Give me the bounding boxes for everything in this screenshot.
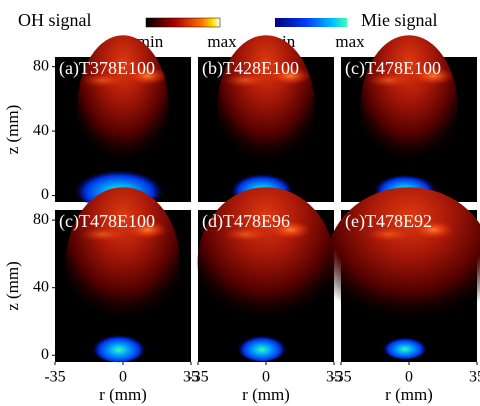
y-tick-label: 80 [33, 211, 49, 228]
y-tick-label: 40 [33, 122, 49, 139]
panel: (c)T478E100 [341, 35, 477, 204]
oh-cone [217, 35, 315, 181]
oh-hot [413, 66, 454, 85]
panel: (c)T478E100 [55, 187, 191, 363]
oh-hot [80, 73, 125, 88]
mie-spray [237, 332, 287, 362]
oh-hot [223, 227, 268, 242]
x-tick-label: -35 [44, 369, 65, 386]
panel-label: (b)T428E100 [202, 58, 299, 79]
y-tick-label: 80 [33, 57, 49, 74]
oh-hot [270, 66, 311, 85]
panel: (b)T428E100 [198, 35, 334, 206]
oh-hot [223, 73, 268, 88]
x-tick-label: 0 [262, 369, 270, 386]
oh-cone [65, 187, 181, 340]
y-axis-label: z (mm) [3, 105, 22, 155]
x-tick-label: 35 [326, 369, 342, 386]
panel-label: (e)T478E92 [345, 211, 432, 232]
oh-legend-label: OH signal [18, 10, 92, 30]
oh-hot [366, 227, 411, 242]
oh-hot [80, 227, 125, 242]
oh-hot [127, 220, 168, 239]
mie-legend-label: Mie signal [361, 10, 438, 30]
oh-cone [77, 35, 169, 181]
oh-cone [197, 187, 335, 340]
panel-label: (a)T378E100 [59, 58, 155, 79]
x-axis-label: r (mm) [385, 385, 433, 404]
x-tick-label: 35 [183, 369, 199, 386]
panel: (e)T478E92 [326, 187, 480, 362]
x-tick-label: -35 [330, 369, 351, 386]
panel-label: (d)T478E96 [202, 211, 290, 232]
x-axis-label: r (mm) [99, 385, 147, 404]
mie-spray [91, 331, 146, 363]
y-tick-label: 40 [33, 278, 49, 295]
oh-max: max [207, 32, 237, 51]
panel-label: (c)T478E100 [59, 211, 155, 232]
oh-hot [413, 220, 454, 239]
mie-max: max [335, 32, 365, 51]
panel: (d)T478E96 [197, 187, 335, 362]
mie-spray [382, 334, 428, 359]
x-tick-label: 35 [469, 369, 480, 386]
oh-cone [360, 35, 458, 181]
x-tick-label: 0 [405, 369, 413, 386]
y-tick-label: 0 [41, 346, 49, 363]
oh-hot [366, 73, 411, 88]
y-tick-label: 0 [41, 186, 49, 203]
oh-hot [127, 66, 168, 85]
y-axis-label: z (mm) [3, 261, 22, 311]
mie-colorbar [275, 18, 347, 27]
panel-label: (c)T478E100 [345, 58, 441, 79]
x-axis-label: r (mm) [242, 385, 290, 404]
oh-colorbar [145, 17, 221, 28]
panel: (a)T378E100 [55, 35, 191, 210]
x-tick-label: -35 [187, 369, 208, 386]
x-tick-label: 0 [119, 369, 127, 386]
oh-hot [270, 220, 311, 239]
